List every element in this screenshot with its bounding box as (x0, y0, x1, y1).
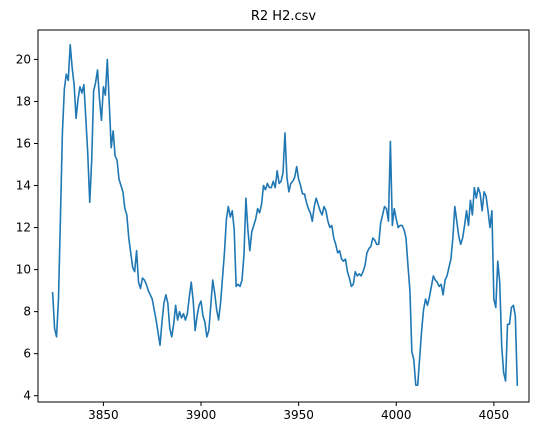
y-tick-label: 10 (16, 263, 31, 277)
x-tick-label: 3850 (88, 408, 119, 422)
x-axis: 3850 3900 3950 4000 4050 (88, 402, 509, 422)
y-tick-label: 20 (16, 52, 31, 66)
series-line (51, 43, 519, 386)
series-layer (51, 43, 519, 386)
y-tick-label: 8 (23, 305, 31, 319)
x-tick-label: 3900 (186, 408, 217, 422)
y-axis: 4 6 8 10 12 14 16 18 20 (16, 52, 38, 403)
chart-title: R2 H2.csv (251, 9, 317, 24)
x-tick-label: 4050 (479, 408, 510, 422)
y-tick-label: 14 (16, 179, 31, 193)
y-tick-label: 16 (16, 136, 31, 150)
plot-frame (37, 29, 530, 403)
y-tick-label: 6 (23, 347, 31, 361)
x-tick-label: 3950 (283, 408, 314, 422)
y-tick-label: 12 (16, 221, 31, 235)
y-tick-label: 4 (23, 389, 31, 403)
x-tick-label: 4000 (381, 408, 412, 422)
y-tick-label: 18 (16, 94, 31, 108)
